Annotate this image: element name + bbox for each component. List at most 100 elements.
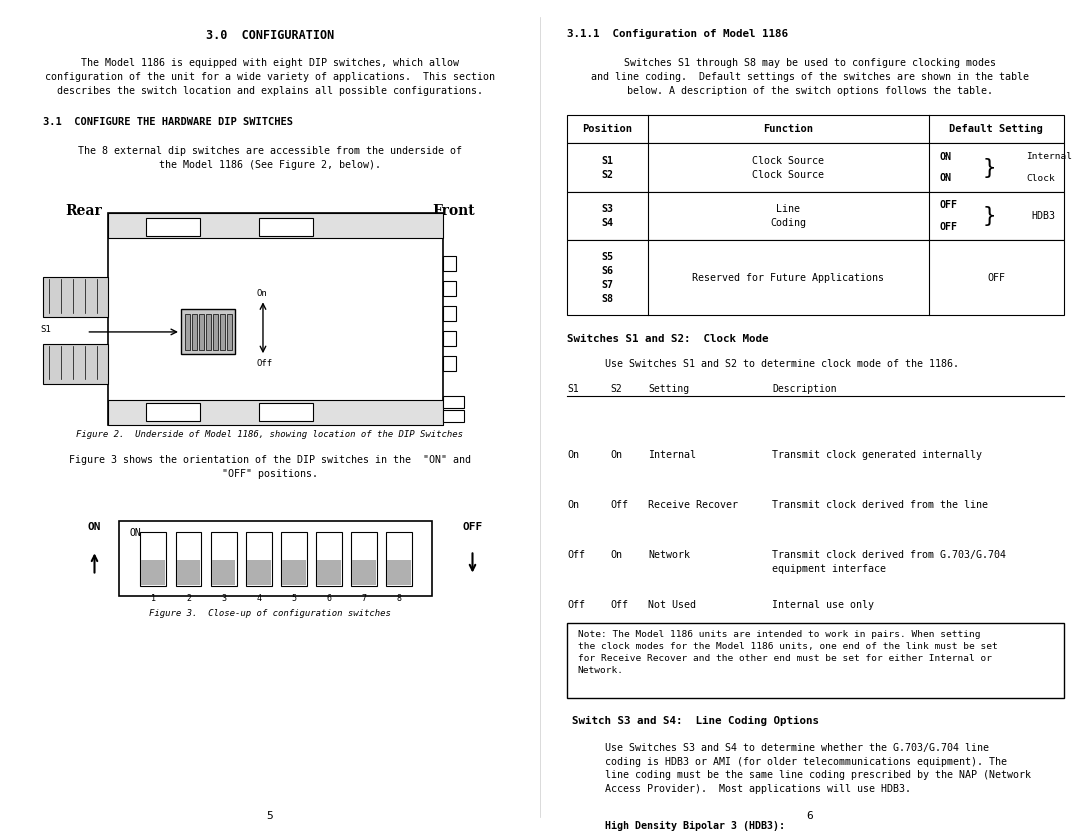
Text: Off: Off	[567, 600, 585, 610]
Bar	[141, 560, 165, 585]
Bar	[567, 115, 1064, 143]
Bar	[43, 344, 108, 384]
Text: S3
S4: S3 S4	[602, 204, 613, 228]
Bar	[186, 314, 190, 350]
Text: The Model 1186 is equipped with eight DIP switches, which allow
configuration of: The Model 1186 is equipped with eight DI…	[45, 58, 495, 97]
Bar	[200, 314, 204, 350]
Text: On: On	[610, 450, 622, 460]
Text: 3.1  CONFIGURE THE HARDWARE DIP SWITCHES: 3.1 CONFIGURE THE HARDWARE DIP SWITCHES	[43, 117, 293, 127]
Text: Internal: Internal	[1026, 153, 1072, 162]
Bar	[146, 403, 200, 421]
Text: Switches S1 through S8 may be used to configure clocking modes
and line coding. : Switches S1 through S8 may be used to co…	[591, 58, 1029, 97]
Text: Network: Network	[648, 550, 690, 560]
Text: Line
Coding: Line Coding	[770, 204, 807, 228]
Text: HDB3: HDB3	[1031, 211, 1055, 221]
Bar	[282, 560, 306, 585]
Bar	[443, 256, 457, 271]
Bar	[315, 532, 341, 586]
Text: ON: ON	[130, 528, 141, 538]
Text: OFF: OFF	[940, 200, 958, 210]
Text: 8: 8	[396, 594, 402, 603]
Bar	[259, 218, 313, 236]
Text: 3.1.1  Configuration of Model 1186: 3.1.1 Configuration of Model 1186	[567, 29, 788, 39]
Text: 4: 4	[256, 594, 261, 603]
Text: Transmit clock derived from G.703/G.704
equipment interface: Transmit clock derived from G.703/G.704 …	[772, 550, 1007, 574]
Text: Clock Source
Clock Source: Clock Source Clock Source	[753, 156, 824, 179]
Text: Rear: Rear	[65, 204, 102, 219]
Bar	[246, 532, 272, 586]
Bar	[228, 314, 232, 350]
Bar	[43, 277, 108, 317]
Text: On: On	[257, 289, 267, 298]
Text: Clock: Clock	[1026, 173, 1055, 183]
Bar	[567, 623, 1064, 698]
Text: Description: Description	[772, 384, 837, 394]
Bar	[281, 532, 307, 586]
Text: Function: Function	[764, 124, 813, 134]
Text: Off: Off	[257, 359, 272, 368]
Text: Front: Front	[433, 204, 475, 219]
Text: Default Setting: Default Setting	[949, 124, 1043, 134]
Text: 3: 3	[221, 594, 226, 603]
Text: }: }	[983, 206, 996, 226]
Text: 1: 1	[151, 594, 156, 603]
Bar	[108, 400, 443, 425]
Bar	[443, 331, 457, 346]
Text: Use Switches S1 and S2 to determine clock mode of the 1186.: Use Switches S1 and S2 to determine cloc…	[605, 359, 959, 369]
Bar	[220, 314, 226, 350]
Bar	[443, 281, 457, 296]
Text: Reserved for Future Applications: Reserved for Future Applications	[692, 273, 885, 283]
Bar	[211, 532, 237, 586]
Bar	[146, 218, 200, 236]
Bar	[108, 213, 443, 425]
Text: Off: Off	[567, 550, 585, 560]
Bar	[567, 192, 1064, 240]
Text: 6: 6	[807, 811, 813, 821]
Bar	[214, 314, 218, 350]
Text: Not Used: Not Used	[648, 600, 696, 610]
Text: }: }	[983, 158, 996, 178]
Bar	[351, 532, 377, 586]
Text: S5
S6
S7
S8: S5 S6 S7 S8	[602, 252, 613, 304]
Bar	[175, 532, 201, 586]
Text: Off: Off	[610, 600, 629, 610]
Text: OFF: OFF	[940, 222, 958, 232]
Text: OFF: OFF	[462, 522, 483, 532]
Text: OFF: OFF	[987, 273, 1005, 283]
Text: S1: S1	[41, 325, 52, 334]
Text: Figure 3 shows the orientation of the DIP switches in the  "ON" and
"OFF" positi: Figure 3 shows the orientation of the DI…	[69, 455, 471, 479]
Text: Figure 2.  Underside of Model 1186, showing location of the DIP Switches: Figure 2. Underside of Model 1186, showi…	[77, 430, 463, 439]
Bar	[567, 240, 1064, 315]
Text: On: On	[567, 450, 579, 460]
Bar	[567, 143, 1064, 192]
Text: On: On	[567, 500, 579, 510]
Bar	[388, 560, 411, 585]
Text: 7: 7	[362, 594, 366, 603]
Text: 3.0  CONFIGURATION: 3.0 CONFIGURATION	[206, 29, 334, 43]
Text: Transmit clock derived from the line: Transmit clock derived from the line	[772, 500, 988, 510]
Text: ON: ON	[87, 522, 102, 532]
Bar	[352, 560, 376, 585]
Text: ON: ON	[940, 152, 951, 162]
Bar	[181, 309, 235, 354]
Bar	[212, 560, 235, 585]
Text: The 8 external dip switches are accessible from the underside of
the Model 1186 : The 8 external dip switches are accessib…	[78, 146, 462, 170]
Bar	[246, 560, 270, 585]
Text: 5: 5	[292, 594, 296, 603]
Text: Off: Off	[610, 500, 629, 510]
Bar	[443, 356, 457, 371]
Text: 6: 6	[326, 594, 332, 603]
Text: Setting: Setting	[648, 384, 689, 394]
Text: Internal use only: Internal use only	[772, 600, 874, 610]
Bar	[443, 306, 457, 321]
Text: Note: The Model 1186 units are intended to work in pairs. When setting
the clock: Note: The Model 1186 units are intended …	[578, 630, 998, 675]
Text: ON: ON	[940, 173, 951, 183]
Bar	[119, 521, 432, 596]
Text: Figure 3.  Close-up of configuration switches: Figure 3. Close-up of configuration swit…	[149, 609, 391, 618]
Text: Receive Recover: Receive Recover	[648, 500, 738, 510]
Text: 2: 2	[186, 594, 191, 603]
Bar	[387, 532, 413, 586]
Text: S2: S2	[610, 384, 622, 394]
Bar	[443, 410, 464, 422]
Text: Switch S3 and S4:  Line Coding Options: Switch S3 and S4: Line Coding Options	[572, 716, 820, 726]
